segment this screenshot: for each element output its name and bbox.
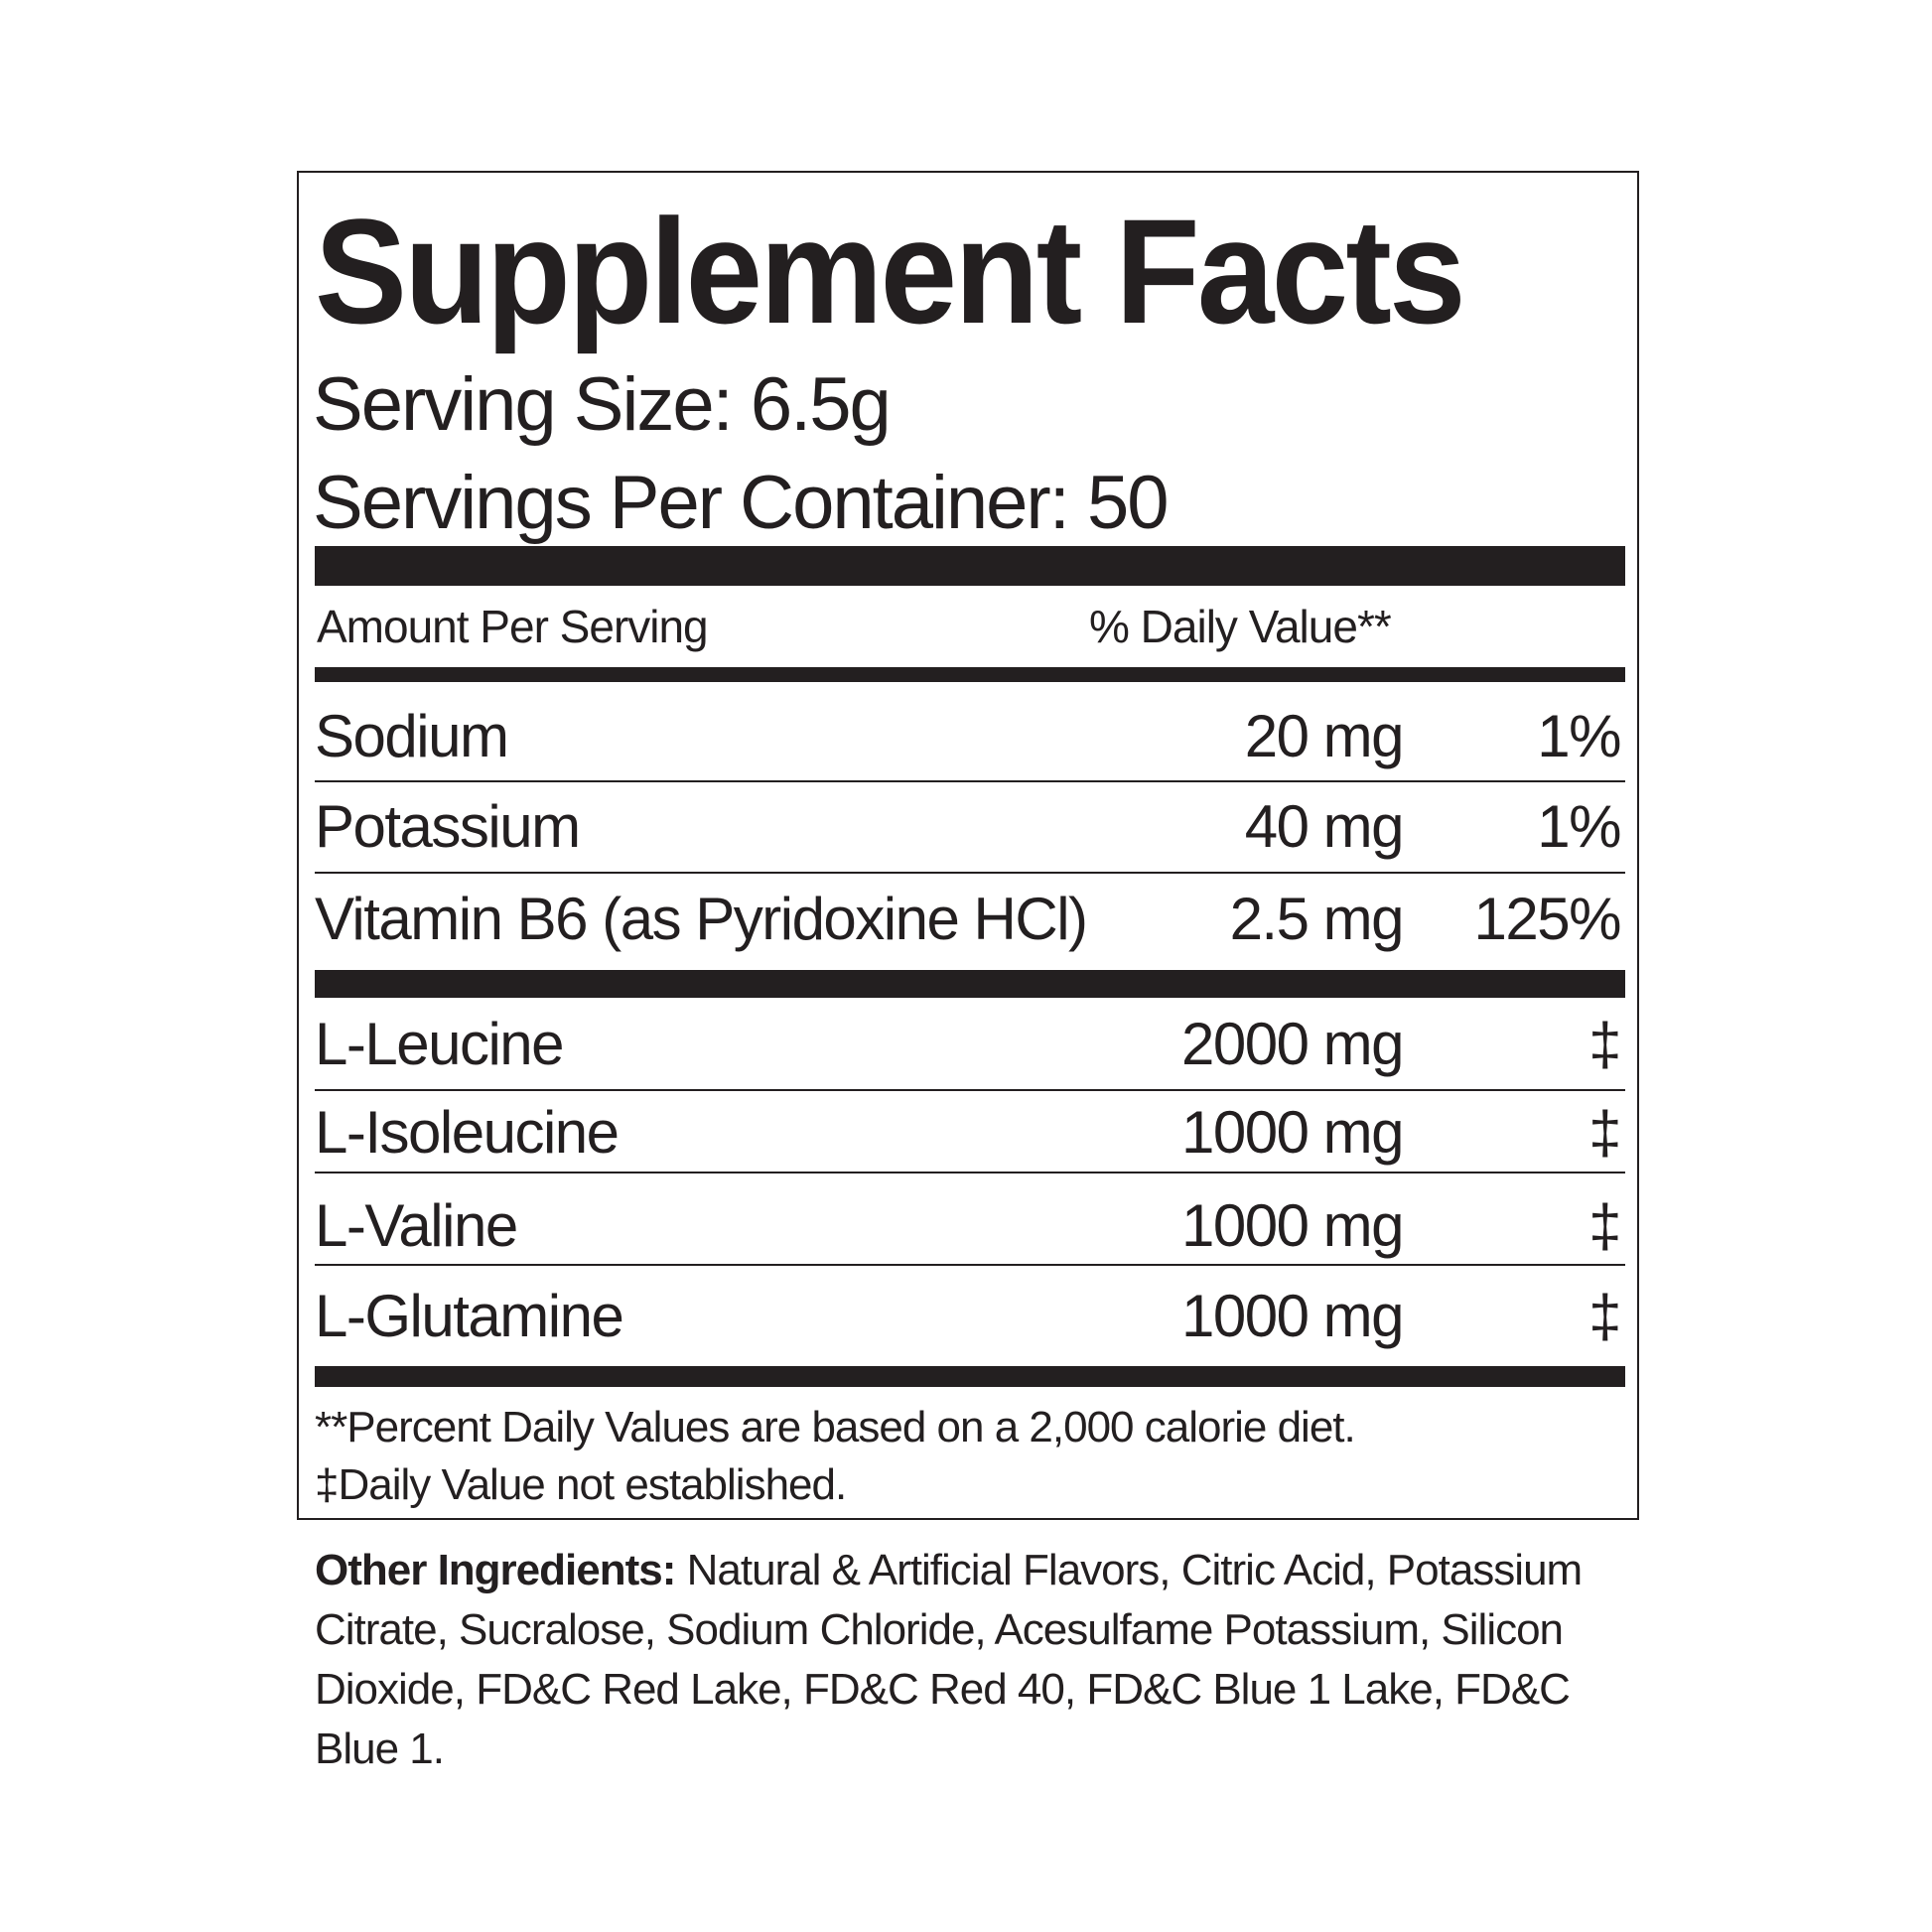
row-divider (315, 1089, 1625, 1091)
amino-row: L-Leucine 2000 mg ‡ (315, 1015, 1625, 1074)
row-divider (315, 872, 1625, 874)
nutrient-name: Vitamin B6 (as Pyridoxine HCl) (315, 886, 1088, 952)
nutrient-name: Potassium (315, 793, 581, 860)
amino-row: L-Isoleucine 1000 mg ‡ (315, 1103, 1625, 1163)
ingredient-name: L-Glutamine (315, 1283, 624, 1349)
footnote-not-established: ‡Daily Value not established. (315, 1460, 847, 1509)
ingredient-amount: 1000 mg (1181, 1192, 1405, 1259)
ingredient-dv: ‡ (1588, 1192, 1621, 1259)
servings-per-container: Servings Per Container: 50 (313, 461, 1169, 545)
panel-title: Supplement Facts (315, 188, 1466, 354)
ingredient-dv: ‡ (1588, 1099, 1621, 1166)
footnote-daily-values: **Percent Daily Values are based on a 2,… (315, 1403, 1356, 1451)
daily-value-header: % Daily Value** (1089, 601, 1392, 652)
ingredient-amount: 2000 mg (1181, 1011, 1405, 1077)
serving-size: Serving Size: 6.5g (313, 362, 892, 447)
nutrient-name: Sodium (315, 703, 509, 769)
ingredient-name: L-Valine (315, 1192, 518, 1259)
ingredient-name: L-Leucine (315, 1011, 565, 1077)
ingredient-dv: ‡ (1588, 1011, 1621, 1077)
other-ingredients: Other Ingredients: Natural & Artificial … (315, 1541, 1635, 1779)
amino-row: L-Valine 1000 mg ‡ (315, 1196, 1625, 1256)
row-divider (315, 1172, 1625, 1173)
nutrient-dv: 1% (1537, 703, 1621, 769)
divider-medium (315, 667, 1625, 682)
ingredient-dv: ‡ (1588, 1283, 1621, 1349)
amino-row: L-Glutamine 1000 mg ‡ (315, 1287, 1625, 1346)
nutrient-row: Potassium 40 mg 1% (315, 797, 1625, 857)
nutrient-dv: 1% (1537, 793, 1621, 860)
nutrient-row: Sodium 20 mg 1% (315, 707, 1625, 766)
nutrient-amount: 2.5 mg (1229, 886, 1405, 952)
divider-thick (315, 970, 1625, 998)
ingredient-amount: 1000 mg (1181, 1283, 1405, 1349)
ingredient-amount: 1000 mg (1181, 1099, 1405, 1166)
other-ingredients-label: Other Ingredients: (315, 1546, 676, 1594)
nutrient-row: Vitamin B6 (as Pyridoxine HCl) 2.5 mg 12… (315, 890, 1625, 949)
row-divider (315, 780, 1625, 782)
supplement-facts-panel (297, 171, 1639, 1520)
nutrient-dv: 125% (1473, 886, 1622, 952)
other-ingredients-text: Natural & Artificial Flavors, Citric Aci… (315, 1546, 1583, 1773)
nutrient-amount: 40 mg (1244, 793, 1405, 860)
amount-per-serving-header: Amount Per Serving (317, 601, 709, 652)
divider-thick (315, 546, 1625, 586)
divider-thick (315, 1366, 1625, 1387)
row-divider (315, 1264, 1625, 1266)
ingredient-name: L-Isoleucine (315, 1099, 620, 1166)
nutrient-amount: 20 mg (1244, 703, 1405, 769)
